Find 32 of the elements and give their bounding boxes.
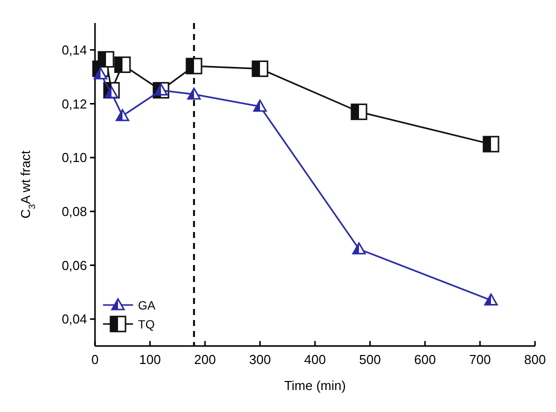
point (114, 56, 131, 73)
y-tick-label: 0,14 (62, 42, 87, 58)
x-tick-label: 200 (194, 352, 216, 367)
point (252, 60, 268, 78)
x-tick-label: 600 (414, 352, 436, 367)
y-tick-label: 0,06 (62, 258, 87, 273)
point (116, 109, 130, 122)
point (253, 100, 267, 112)
x-axis-title: Time (min) (284, 378, 346, 393)
point (352, 242, 366, 254)
point (484, 293, 498, 306)
point (186, 58, 202, 74)
y-tick-label: 0,12 (62, 96, 87, 112)
x-tick-label: 700 (469, 352, 491, 367)
point (104, 86, 118, 98)
x-tick-label: 0 (91, 352, 99, 367)
point (94, 67, 108, 80)
y-tick-label: 0,04 (62, 312, 87, 327)
x-tick-label: 400 (304, 352, 326, 367)
point (482, 136, 500, 152)
legend-label: GA (138, 298, 156, 312)
x-tick-label: 300 (249, 352, 271, 367)
y-tick-label: 0,08 (62, 204, 87, 219)
point (154, 84, 168, 96)
y-tick-label: 0,10 (62, 150, 87, 166)
point (187, 88, 201, 100)
point (98, 51, 114, 68)
x-tick-label: 800 (524, 352, 546, 367)
x-tick-label: 100 (139, 352, 161, 367)
x-tick-label: 500 (359, 352, 381, 367)
legend-label: TQ (138, 318, 155, 332)
point (350, 104, 368, 120)
